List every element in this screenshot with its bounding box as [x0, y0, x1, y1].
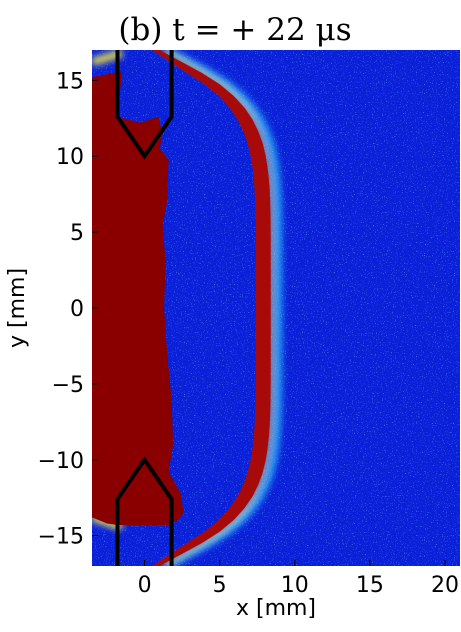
- y-axis-label: y [mm]: [5, 268, 30, 348]
- x-tick-label: 0: [138, 573, 152, 598]
- plasma-region: [92, 71, 184, 525]
- lower-electrode-outline: [115, 456, 174, 566]
- y-tick-label: −10: [38, 449, 84, 474]
- y-tick-label: 0: [70, 297, 84, 322]
- y-tick-label: 5: [70, 221, 84, 246]
- y-tick-label: 15: [56, 69, 84, 94]
- y-tick-label: −15: [38, 525, 84, 550]
- x-tick-label: 5: [213, 573, 227, 598]
- y-tick-label: −5: [52, 373, 84, 398]
- upper-electrode-outline: [115, 50, 174, 160]
- x-tick-label: 15: [356, 573, 384, 598]
- x-tick-label: 20: [431, 573, 459, 598]
- y-tick-label: 10: [56, 145, 84, 170]
- x-tick-label: 10: [281, 573, 309, 598]
- shell-cyan-halo: [165, 50, 282, 566]
- x-axis-label: x [mm]: [236, 596, 316, 621]
- plot-area: [92, 50, 460, 566]
- axis-ticks: 0 5 10 15 20 −15 −10 −5 0 5 10 15: [38, 69, 459, 598]
- chart-title: (b) t = + 22 μs: [118, 12, 351, 48]
